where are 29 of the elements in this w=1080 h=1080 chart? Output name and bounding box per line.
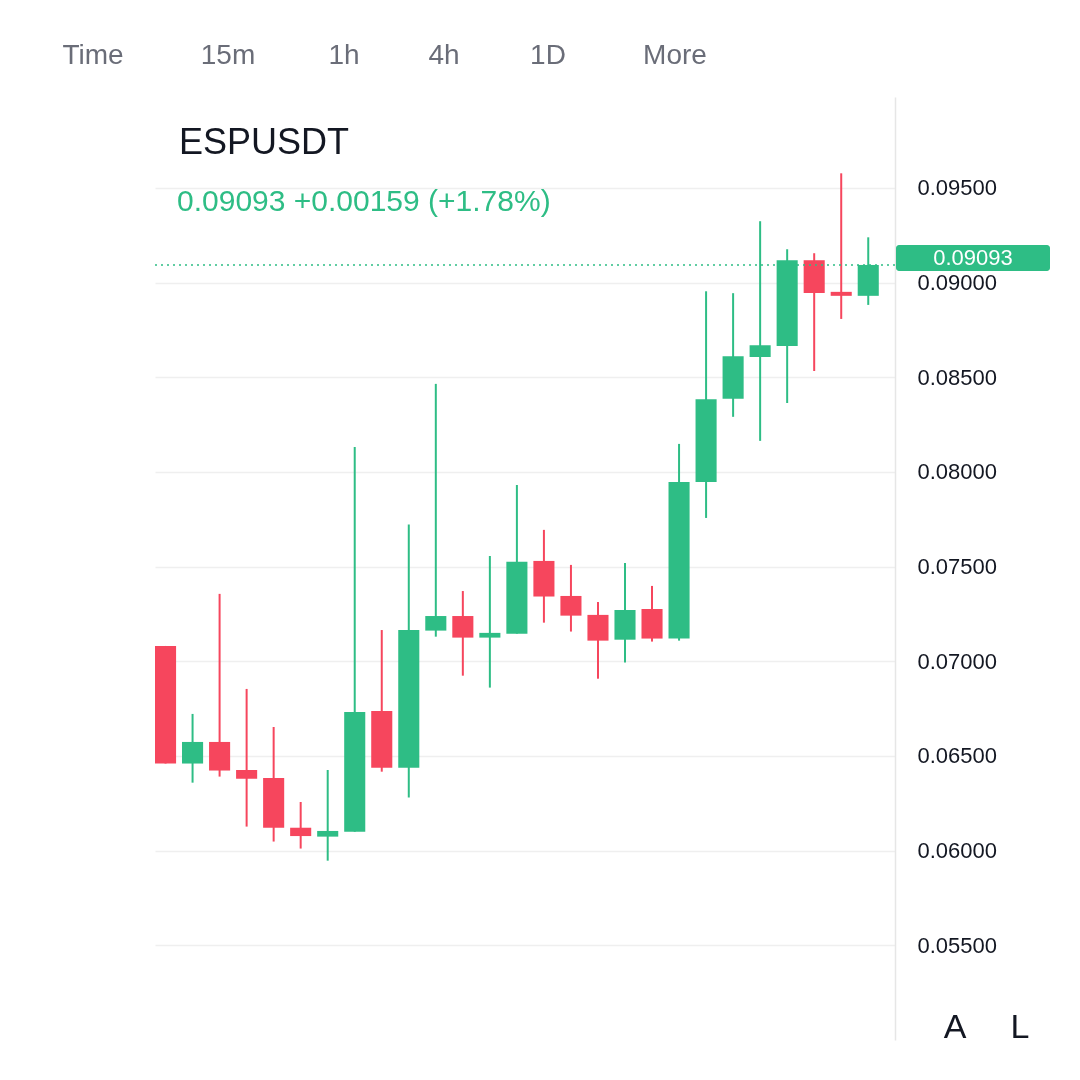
text: L bbox=[1010, 1007, 1030, 1045]
candlestick bbox=[236, 687, 258, 828]
text: 0.09093 +0.00159 (+1.78%) bbox=[177, 184, 551, 217]
candlestick bbox=[425, 382, 447, 638]
text: 1h bbox=[328, 39, 360, 70]
text: Time bbox=[62, 39, 124, 70]
candlestick bbox=[182, 712, 204, 784]
candlestick bbox=[830, 172, 852, 320]
y-tick-label: 0.09500 bbox=[917, 175, 998, 201]
candlestick bbox=[479, 555, 501, 689]
candlestick bbox=[317, 768, 339, 862]
text: A bbox=[943, 1007, 967, 1045]
y-tick-label: 0.08000 bbox=[917, 459, 998, 485]
candlestick bbox=[290, 800, 312, 850]
y-tick-label: 0.06000 bbox=[917, 838, 998, 864]
ref-line-label: 0.09093 bbox=[933, 244, 1013, 270]
y-tick-label: 0.07500 bbox=[917, 554, 998, 580]
candlestick bbox=[560, 563, 582, 633]
text: ESPUSDT bbox=[179, 121, 350, 162]
text: 1D bbox=[530, 39, 566, 70]
text: 4h bbox=[428, 39, 460, 70]
y-tick-label: 0.08500 bbox=[917, 364, 998, 390]
text: 15m bbox=[200, 39, 256, 70]
y-tick-label: 0.07000 bbox=[917, 648, 998, 674]
y-tick-label: 0.05500 bbox=[917, 932, 998, 958]
text: More bbox=[643, 39, 707, 70]
y-tick-label: 0.09000 bbox=[917, 270, 998, 296]
y-tick-label: 0.06500 bbox=[917, 743, 998, 769]
candlestick bbox=[452, 590, 474, 677]
